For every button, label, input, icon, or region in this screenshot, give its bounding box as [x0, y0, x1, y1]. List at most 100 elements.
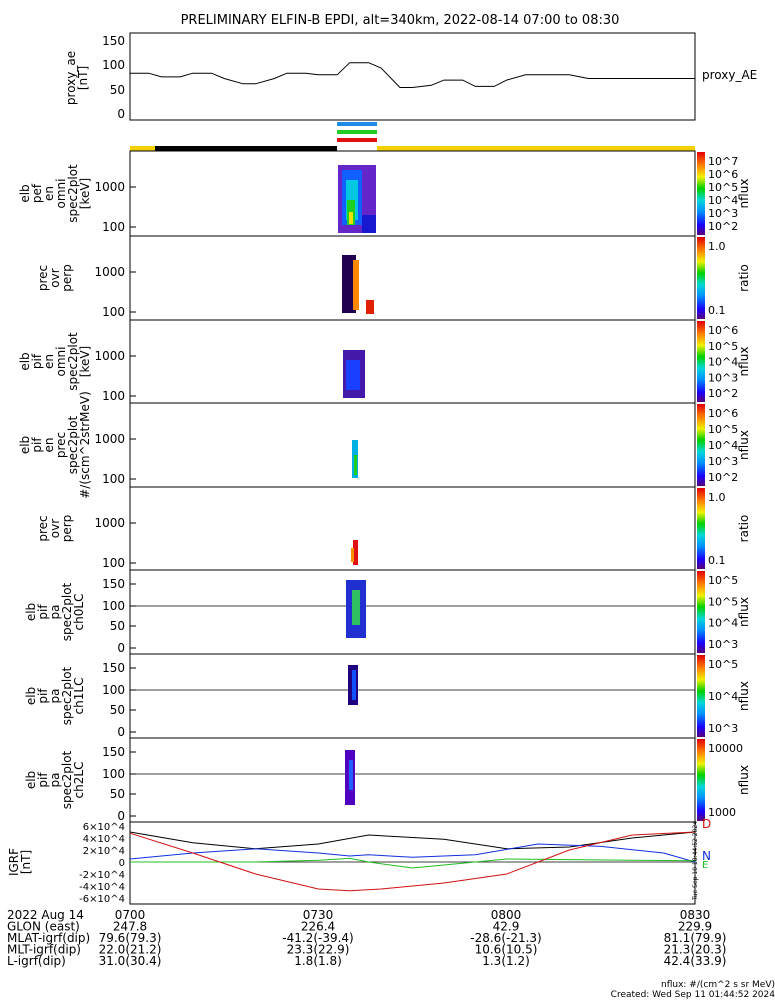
panel-6-colorbar: [697, 571, 705, 653]
chart-title: PRELIMINARY ELFIN-B EPDI, alt=340km, 202…: [181, 13, 620, 28]
igrf-ylabel-line2: [nT]: [19, 850, 33, 874]
panel-8-colorbar-tick: 10000: [708, 742, 743, 755]
panel-8-ylabel-line: spec2plot: [60, 750, 74, 809]
igrf-tick: -2×10^4: [79, 870, 125, 881]
panel-1-ylabel-line: spec2plot: [66, 164, 80, 223]
panel-8-ylabel-line: ch2LC: [72, 762, 86, 799]
footer-row-value: 81.1(79.9): [664, 931, 727, 945]
footer-row-label: MLT-igrf(dip): [7, 943, 81, 957]
panel-6-colorbar-tick: 10^5: [708, 595, 738, 608]
footer-row-value: 0830: [680, 908, 711, 922]
panel-5-colorbar-tick: 1.0: [708, 491, 726, 504]
footer-row-value: -28.6(-21.3): [470, 931, 541, 945]
panel-7-colorbar-tick: 10^3: [708, 722, 738, 735]
igrf-line-red: [129, 831, 696, 892]
panel-7-ylabel-line: pif: [36, 688, 50, 704]
proxy-ae-line: [130, 62, 695, 88]
panel-6-colorbar-tick: 10^4: [708, 617, 738, 630]
footer-row-value: 229.9: [678, 920, 712, 934]
footer-row-value: 42.4(33.9): [664, 954, 727, 968]
igrf-label-n: N: [702, 849, 711, 863]
footer-row-value: 23.3(22.9): [287, 943, 350, 957]
igrf-label-d: D: [702, 817, 711, 831]
panel-7-colorbar-label: nflux: [737, 681, 751, 711]
spec7-blob-blue: [352, 670, 356, 700]
panel-6-tick: 150: [102, 577, 125, 591]
footer-ephemeris: 2022 Aug 14 0700 0730 0800 0830 GLON (east) 24…: [7, 908, 726, 968]
footer-row-label: 2022 Aug 14: [7, 908, 84, 922]
igrf-tick: 4×10^4: [83, 834, 125, 845]
status-yellow-left: [130, 146, 155, 151]
panel-1-colorbar-tick: 10^3: [708, 207, 738, 220]
panel-5-colorbar-tick: 0.1: [708, 554, 726, 567]
spec1-blob-yellow: [349, 212, 353, 224]
proxy-ae-ylabel-line1: proxy_ae: [64, 51, 78, 105]
spec5-blob-red: [353, 540, 358, 565]
panel-1-colorbar: [697, 152, 705, 235]
panel-4-frame: [129, 402, 696, 488]
panel-2-ylabel-line: perp: [60, 264, 74, 292]
panel-5-frame: [129, 486, 696, 571]
panel-7-ylabel-line: elb: [24, 687, 38, 705]
created-note: Created: Wed Sep 11 01:44:52 2024: [611, 990, 775, 1000]
spec4-blob-green: [354, 455, 357, 475]
panel-4-tick: 100: [102, 472, 125, 486]
panel-1-frame: [129, 150, 696, 237]
status-black: [155, 146, 337, 151]
footer-row-value: 22.0(21.2): [99, 943, 162, 957]
panel-4-colorbar-label: nflux: [737, 430, 751, 460]
footer-row-value: 0700: [115, 908, 146, 922]
panel-8-colorbar-label: nflux: [737, 765, 751, 795]
footer-row-label: MLAT-igrf(dip): [7, 931, 90, 945]
panel-1-ylabel-line: en: [42, 186, 56, 201]
panel-5-colorbar-label: ratio: [737, 515, 751, 543]
burst-indicator: [337, 122, 377, 142]
panel-7-tick: 50: [110, 703, 125, 717]
panel-3-ylabel-line: pif: [30, 353, 44, 369]
panel-6-colorbar-tick: 10^5: [708, 574, 738, 587]
panel-6-ylabel-line: spec2plot: [60, 582, 74, 641]
igrf-line-blue: [129, 843, 696, 863]
panel-8-tick: 150: [102, 745, 125, 759]
igrf-frame: [129, 821, 696, 905]
igrf-ylabel: IGRF [nT]: [7, 848, 33, 876]
panel-7-tick: 150: [102, 661, 125, 675]
panel-6-ylabel-line: ch0LC: [72, 594, 86, 631]
panel-6-colorbar-label: nflux: [737, 597, 751, 627]
panel-1-ylabel-line: elb: [18, 184, 32, 202]
panel-5-tick: 1000: [94, 516, 125, 530]
footer-row-value: 42.9: [493, 920, 520, 934]
panel-6-ylabel-line: pif: [36, 604, 50, 620]
proxy-ae-tick-0: 0: [117, 107, 125, 121]
footer-row-value: 10.6(10.5): [475, 943, 538, 957]
panel-4-ylabel-line: elb: [18, 436, 32, 454]
panel-6-colorbar-tick: 10^3: [708, 638, 738, 651]
panel-1-tick: 100: [102, 220, 125, 234]
panel-3-tick: 1000: [94, 349, 125, 363]
footer-row-label: GLON (east): [7, 920, 80, 934]
footer-row-value: 247.8: [113, 920, 147, 934]
spec1-blob-lowblue: [362, 215, 376, 233]
panel-4-colorbar-tick: 10^4: [708, 439, 738, 452]
panel-6-tick: 0: [117, 641, 125, 655]
panel-4-tick: 1000: [94, 432, 125, 446]
panel-3-colorbar-tick: 10^6: [708, 324, 738, 337]
status-yellow-right: [377, 146, 695, 151]
panel-5-tick: 100: [102, 556, 125, 570]
panel-3-tick: 100: [102, 389, 125, 403]
panel-3-ylabel-line: spec2plot: [66, 332, 80, 391]
panel-4-colorbar-tick: 10^3: [708, 455, 738, 468]
panel-2-ylabel-line: ovr: [48, 268, 62, 287]
